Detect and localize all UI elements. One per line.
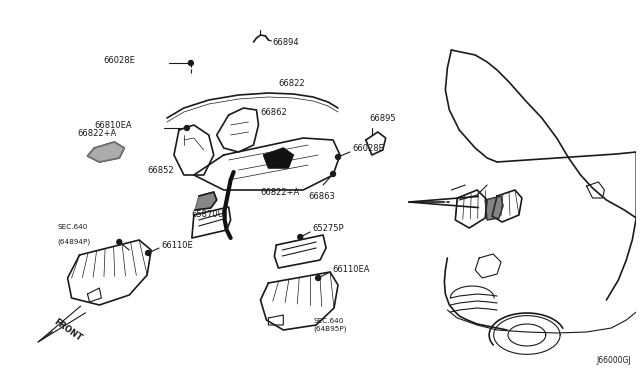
Circle shape xyxy=(117,240,122,244)
Text: 66822: 66822 xyxy=(278,79,305,88)
Text: 66110EA: 66110EA xyxy=(332,264,369,273)
Text: 66895: 66895 xyxy=(370,114,396,123)
Text: SEC.640: SEC.640 xyxy=(313,318,344,324)
Text: 66810EA: 66810EA xyxy=(95,121,132,129)
Circle shape xyxy=(146,250,150,256)
Text: (64894P): (64894P) xyxy=(58,238,91,244)
Circle shape xyxy=(298,234,303,240)
Text: 66822+A: 66822+A xyxy=(77,129,116,138)
Text: 65275P: 65275P xyxy=(312,224,344,232)
Circle shape xyxy=(184,125,189,131)
Polygon shape xyxy=(485,196,503,220)
Text: 66028E: 66028E xyxy=(352,144,384,153)
Text: 66110E: 66110E xyxy=(161,241,193,250)
Text: 65870U: 65870U xyxy=(191,210,223,219)
Text: 66822+A: 66822+A xyxy=(260,188,300,197)
Circle shape xyxy=(188,61,193,65)
Text: 66863: 66863 xyxy=(308,192,335,201)
Polygon shape xyxy=(88,142,124,162)
Circle shape xyxy=(316,276,321,280)
Text: (64B95P): (64B95P) xyxy=(313,325,347,331)
Polygon shape xyxy=(195,192,217,210)
Polygon shape xyxy=(264,148,293,168)
Circle shape xyxy=(335,154,340,160)
Text: 66862: 66862 xyxy=(260,108,287,117)
Text: SEC.640: SEC.640 xyxy=(58,224,88,230)
Text: 66894: 66894 xyxy=(273,38,299,46)
Text: 66852: 66852 xyxy=(147,166,173,174)
Text: FRONT: FRONT xyxy=(52,318,83,343)
Circle shape xyxy=(330,171,335,176)
Text: 66028E: 66028E xyxy=(104,55,135,64)
Text: J66000GJ: J66000GJ xyxy=(596,356,631,365)
